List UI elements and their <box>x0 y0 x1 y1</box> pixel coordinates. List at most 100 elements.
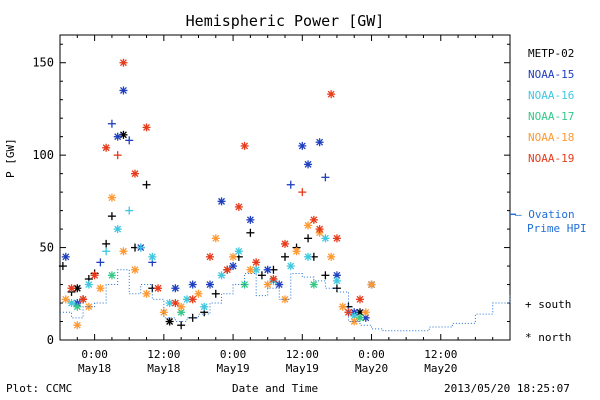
point-noaa-17 <box>73 302 82 311</box>
y-tick-label: 100 <box>32 148 54 162</box>
point-metp-02 <box>107 212 116 221</box>
point-noaa-19 <box>171 299 180 308</box>
point-noaa-19 <box>309 215 318 224</box>
point-noaa-19 <box>79 295 88 304</box>
point-noaa-18 <box>327 252 336 261</box>
legend-noaa18: NOAA-18 <box>528 131 575 144</box>
point-metp-02 <box>119 130 128 139</box>
point-noaa-18 <box>338 302 347 311</box>
point-noaa-18 <box>246 265 255 274</box>
point-noaa-19 <box>67 284 76 293</box>
point-noaa-16 <box>286 262 295 271</box>
point-noaa-15 <box>217 197 226 206</box>
point-noaa-18 <box>61 295 70 304</box>
point-noaa-16 <box>234 247 243 256</box>
point-noaa-19 <box>252 258 261 267</box>
point-noaa-16 <box>321 234 330 243</box>
point-noaa-18 <box>229 252 238 261</box>
point-noaa-19 <box>223 265 232 274</box>
x-tick-label: 12:00 <box>286 348 319 361</box>
legend-metp02: METP-02 <box>528 47 575 60</box>
point-noaa-16 <box>304 252 313 261</box>
y-tick-label: 0 <box>47 333 54 347</box>
point-noaa-15 <box>321 173 330 182</box>
point-noaa-17 <box>356 313 364 322</box>
point-metp-02 <box>281 252 289 261</box>
point-noaa-15 <box>275 280 284 289</box>
point-noaa-19 <box>234 202 243 211</box>
point-noaa-15 <box>298 141 307 150</box>
point-noaa-16 <box>102 247 111 256</box>
point-noaa-15 <box>61 252 70 261</box>
x-tick-label: 12:00 <box>424 348 457 361</box>
legend-south: + south <box>525 298 572 311</box>
point-noaa-19 <box>344 308 353 317</box>
point-metp-02 <box>142 180 151 189</box>
legend-north: * north <box>525 331 572 344</box>
point-noaa-18 <box>119 247 128 256</box>
point-noaa-15 <box>96 258 105 267</box>
x-tick-date-label: May19 <box>217 362 250 375</box>
point-noaa-19 <box>102 143 111 152</box>
legend-ovation: — Ovation Prime HPI <box>515 208 587 236</box>
point-noaa-15 <box>286 180 295 189</box>
legend-ovation-line2: Prime HPI <box>527 222 587 235</box>
point-metp-02 <box>165 317 174 326</box>
x-tick-label: 0:00 <box>220 348 247 361</box>
point-noaa-15 <box>171 284 180 293</box>
point-noaa-15 <box>206 280 214 289</box>
point-noaa-18 <box>292 247 301 256</box>
point-noaa-18 <box>96 284 105 293</box>
legend-ovation-line1: — Ovation <box>515 208 575 221</box>
point-noaa-16 <box>200 302 209 311</box>
point-noaa-18 <box>304 221 313 230</box>
legend-noaa16: NOAA-16 <box>528 89 575 102</box>
point-noaa-18 <box>159 308 168 317</box>
point-metp-02 <box>321 271 330 280</box>
point-noaa-19 <box>240 141 249 150</box>
point-noaa-19 <box>332 234 341 243</box>
footer-source: Plot: CCMC <box>6 382 73 395</box>
series-ovation-prime-hpi-line <box>60 269 511 332</box>
point-noaa-16 <box>125 206 134 215</box>
x-tick-label: 12:00 <box>147 348 180 361</box>
point-metp-02 <box>211 289 220 298</box>
point-noaa-19 <box>281 239 289 248</box>
point-noaa-18 <box>177 302 186 311</box>
point-noaa-18 <box>361 308 370 317</box>
point-noaa-19 <box>315 225 324 234</box>
point-noaa-18 <box>350 317 359 326</box>
point-noaa-18 <box>367 280 376 289</box>
point-noaa-15 <box>304 160 313 169</box>
x-tick-date-label: May18 <box>78 362 111 375</box>
legend-noaa17: NOAA-17 <box>528 110 575 123</box>
point-noaa-18 <box>194 289 203 298</box>
point-noaa-19 <box>154 284 163 293</box>
point-metp-02 <box>332 284 341 293</box>
point-noaa-19 <box>298 188 307 197</box>
point-noaa-16 <box>165 299 174 308</box>
point-noaa-17 <box>309 280 318 289</box>
point-metp-02 <box>304 234 313 243</box>
point-noaa-19 <box>142 123 151 132</box>
point-noaa-18 <box>73 321 82 330</box>
point-noaa-15 <box>229 262 238 271</box>
point-noaa-16 <box>84 280 93 289</box>
point-noaa-19 <box>356 295 364 304</box>
point-noaa-19 <box>206 252 214 261</box>
point-metp-02 <box>246 228 255 237</box>
x-axis-label: Date and Time <box>232 382 319 395</box>
point-noaa-18 <box>211 234 220 243</box>
point-noaa-18 <box>281 295 289 304</box>
x-tick-date-label: May20 <box>424 362 457 375</box>
x-tick-date-label: May18 <box>147 362 180 375</box>
point-noaa-16 <box>332 276 341 285</box>
point-noaa-16 <box>136 243 145 252</box>
point-noaa-16 <box>148 252 157 261</box>
point-metp-02 <box>177 321 186 330</box>
y-tick-label: 150 <box>32 56 54 70</box>
point-noaa-16 <box>217 271 226 280</box>
point-noaa-15 <box>315 138 324 147</box>
